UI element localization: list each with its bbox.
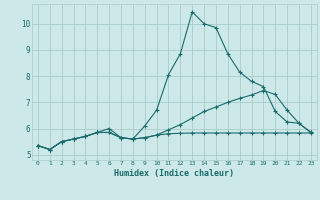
- X-axis label: Humidex (Indice chaleur): Humidex (Indice chaleur): [115, 169, 234, 178]
